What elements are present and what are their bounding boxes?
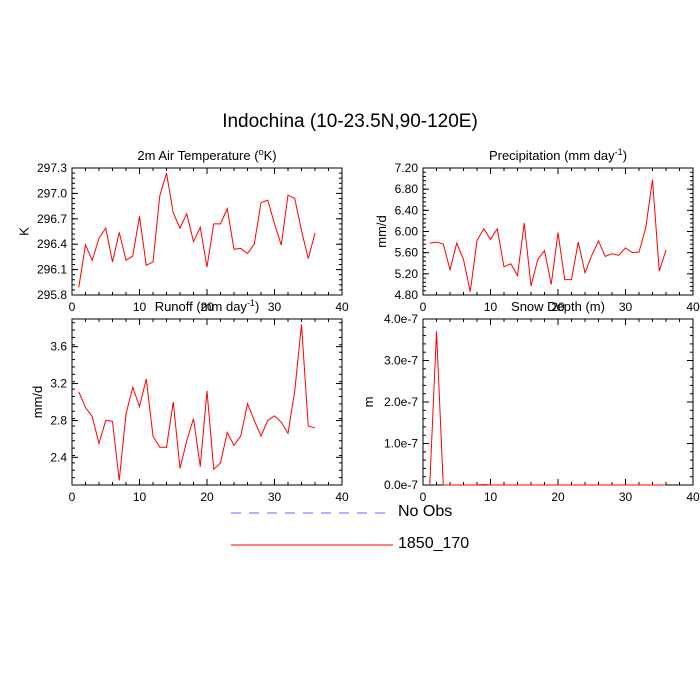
x-tick-label: 20: [551, 300, 565, 314]
x-tick-label: 40: [335, 490, 349, 504]
series-line-1850_170: [78, 324, 316, 481]
y-tick-label: 6.40: [395, 203, 419, 217]
y-tick-label: 6.80: [395, 182, 419, 196]
y-tick-label: 3.6: [50, 340, 67, 354]
x-tick-label: 10: [133, 300, 147, 314]
x-tick-label: 30: [619, 490, 633, 504]
panel-title: Runoff (mm day-1): [155, 298, 260, 314]
y-tick-label: 6.00: [395, 225, 419, 239]
series-line-1850_170: [429, 331, 666, 486]
x-tick-label: 0: [69, 490, 76, 504]
x-tick-label: 20: [200, 490, 214, 504]
y-tick-label: 5.20: [395, 267, 419, 281]
x-tick-label: 40: [686, 490, 700, 504]
y-tick-label: 297.0: [37, 186, 67, 200]
y-axis-label: m: [361, 397, 376, 408]
x-tick-label: 10: [133, 490, 147, 504]
y-tick-label: 5.60: [395, 246, 419, 260]
y-axis-label: mm/d: [30, 386, 45, 419]
y-tick-label: 4.0e-7: [384, 312, 418, 326]
y-tick-label: 0.0e-7: [384, 478, 418, 492]
panel-precipitation: 0 10 20 30 40 4.80 5.20 5.60 6.00 6.40 6.80 7.20 mm/…: [374, 147, 700, 314]
y-tick-label: 7.20: [395, 161, 419, 175]
y-axis-label: K: [17, 227, 32, 236]
plot-frame: [422, 318, 694, 486]
x-tick-label: 10: [484, 490, 498, 504]
y-tick-label: 296.4: [37, 237, 67, 251]
x-tick-label: 40: [686, 300, 700, 314]
x-tick-label: 30: [619, 300, 633, 314]
series-line-1850_170: [429, 179, 667, 292]
page-title: Indochina (10-23.5N,90-120E): [222, 111, 478, 132]
y-tick-label: 297.3: [37, 161, 67, 175]
plot-frame: [71, 318, 343, 486]
y-axis-label: mm/d: [374, 215, 389, 248]
x-tick-label: 40: [335, 300, 349, 314]
y-tick-label: 3.0e-7: [384, 354, 418, 368]
y-tick-label: 2.8: [50, 413, 67, 427]
panel-air-temperature: 0 10 20 30 40 295.8 296.1 296.4 296.7 297.0 297.3 K…: [17, 147, 349, 314]
x-tick-label: 0: [69, 300, 76, 314]
y-tick-label: 2.4: [50, 450, 67, 464]
y-tick-label: 296.7: [37, 212, 67, 226]
y-tick-label: 4.80: [395, 288, 419, 302]
panel-runoff: 0 10 20 30 40 2.4 2.8 3.2 3.6 mm/d Runoff (mm day-…: [30, 298, 349, 504]
series-line-1850_170: [78, 172, 316, 288]
x-tick-label: 30: [268, 490, 282, 504]
y-tick-label: 1.0e-7: [384, 437, 418, 451]
panel-snow-depth: 0 10 20 30 40 0.0e-7 1.0e-7 2.0e-7 3.0e-7 4.0e-7 m…: [361, 299, 700, 504]
plot-frame: [422, 167, 694, 296]
x-tick-label: 20: [200, 300, 214, 314]
x-tick-label: 30: [268, 300, 282, 314]
x-tick-label: 0: [420, 490, 427, 504]
panel-title: Snow Depth (m): [511, 299, 605, 314]
panel-title: 2m Air Temperature (oK): [137, 147, 276, 163]
y-tick-label: 3.2: [50, 377, 67, 391]
y-tick-label: 296.1: [37, 263, 67, 277]
x-tick-label: 10: [484, 300, 498, 314]
y-tick-label: 2.0e-7: [384, 395, 418, 409]
x-tick-label: 20: [551, 490, 565, 504]
x-tick-label: 0: [420, 300, 427, 314]
y-tick-label: 295.8: [37, 288, 67, 302]
panel-title: Precipitation (mm day-1): [489, 147, 627, 163]
